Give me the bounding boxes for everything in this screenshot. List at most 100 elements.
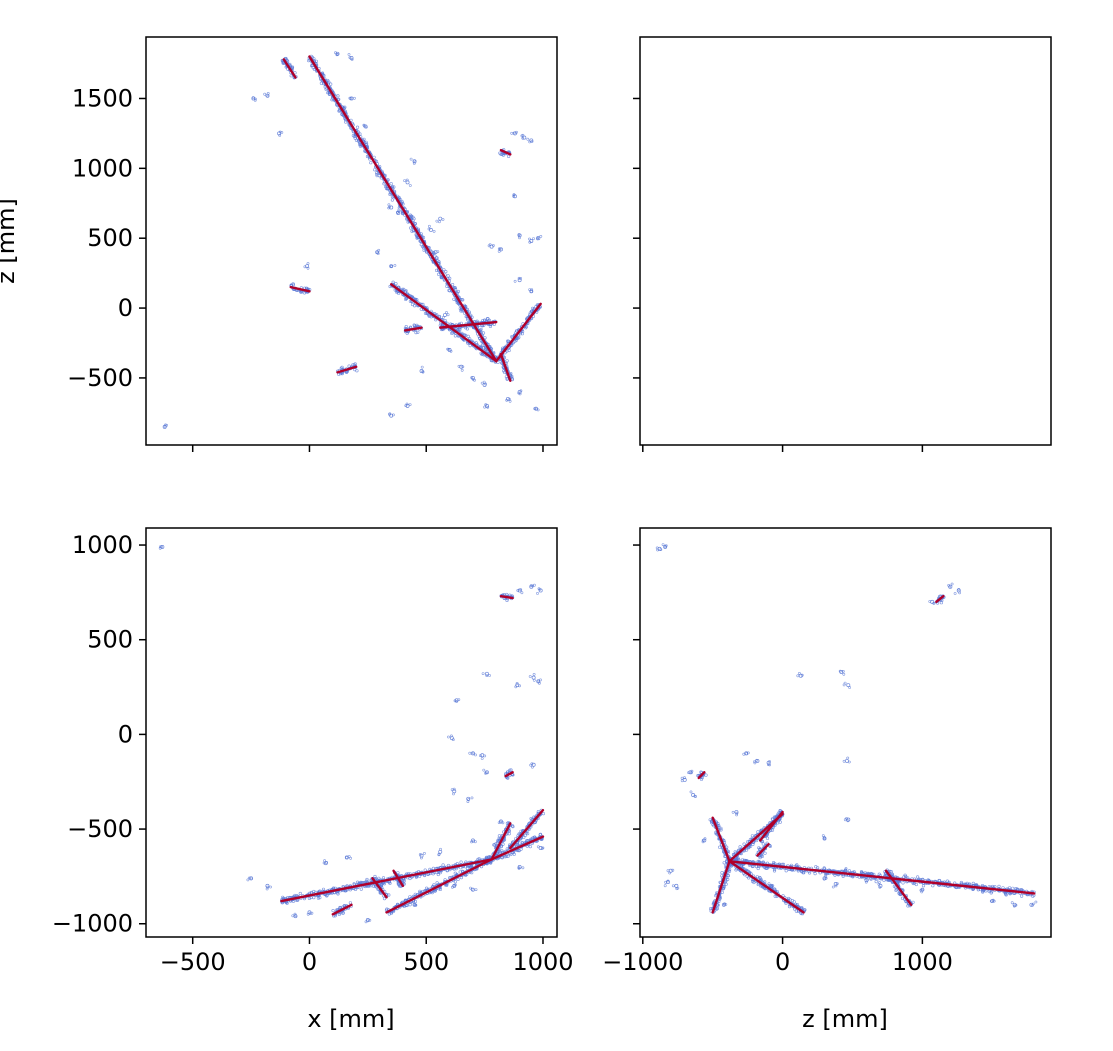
hit-point (1034, 900, 1038, 904)
hit-point (991, 898, 995, 902)
hit-point (291, 914, 295, 918)
hit-point (659, 548, 663, 552)
track-hit (339, 366, 343, 370)
track-hit (460, 298, 464, 302)
hit-point (265, 883, 270, 888)
track-hit (379, 882, 384, 887)
hit-point (536, 592, 539, 595)
track-hit (444, 270, 448, 274)
hit-point (470, 376, 474, 380)
track-hit (408, 903, 412, 907)
plot-area (640, 37, 1051, 445)
hit-point (505, 398, 509, 402)
hit-point (263, 92, 267, 96)
track-hit (411, 295, 415, 299)
x-tick-label: −500 (160, 948, 226, 976)
y-tick-label: 1000 (72, 154, 133, 182)
track-hit (333, 914, 337, 918)
hit-point (388, 412, 391, 416)
track (331, 903, 353, 916)
hit-point (414, 903, 418, 907)
hit-point (541, 846, 545, 850)
hit-point (767, 882, 771, 886)
hit-point (671, 868, 675, 872)
track-hit (699, 770, 703, 774)
track-hit (342, 903, 347, 908)
hit-point (735, 811, 739, 815)
hit-point (517, 233, 521, 237)
track-hit (464, 333, 468, 337)
track-hit (453, 880, 457, 884)
hit-point (833, 882, 838, 886)
hit-point (497, 249, 501, 253)
hit-point (932, 601, 936, 605)
hit-point (722, 902, 726, 906)
track-hit (402, 904, 406, 909)
track-hit (528, 844, 532, 849)
hit-point (310, 911, 314, 915)
track-hit (298, 891, 302, 896)
hit-point (437, 853, 441, 857)
track-hit (904, 874, 908, 879)
track-hit (438, 314, 442, 319)
track-hit (744, 848, 749, 852)
track (389, 283, 498, 363)
track-hit (510, 824, 515, 828)
hit-point (838, 669, 842, 673)
track (728, 860, 1036, 895)
hit-point (735, 813, 739, 817)
track (935, 594, 945, 604)
y-tick-label: 0 (118, 294, 133, 322)
hit-point (468, 751, 472, 755)
hit-point (481, 672, 485, 676)
track-hit (281, 895, 285, 899)
hit-point (158, 546, 162, 550)
track-hit (402, 877, 406, 881)
track-hit (404, 289, 408, 293)
hit-point (950, 582, 954, 586)
track-hit (520, 332, 524, 336)
hit-point (420, 365, 424, 369)
track-hit (324, 87, 328, 91)
track-hit (523, 833, 527, 838)
hit-point (422, 852, 426, 855)
hit-point (768, 763, 772, 767)
hit-point (253, 99, 257, 102)
track-hit (431, 872, 435, 876)
hit-point (473, 840, 477, 844)
hit-point (450, 788, 454, 792)
hit-point (796, 674, 800, 678)
x-axis: −500 0 500 1000 (160, 937, 574, 976)
hit-point (668, 871, 672, 875)
track-hit (337, 109, 341, 113)
hit-point (517, 391, 521, 395)
hit-point (364, 920, 368, 924)
track-hit (316, 896, 321, 900)
hit-point (1031, 903, 1034, 907)
track-hit (307, 896, 312, 901)
track-layer (280, 594, 545, 916)
hit-point (528, 140, 532, 144)
track (499, 148, 512, 156)
track-hit (488, 324, 493, 329)
track-hit (416, 227, 420, 231)
hit-point (409, 157, 413, 161)
hit-point (470, 796, 474, 800)
hit-point (519, 588, 523, 592)
track-hit (392, 185, 396, 189)
track-hit (815, 866, 820, 870)
track-hit (413, 892, 417, 896)
hit-point (842, 672, 846, 676)
hit-point (365, 918, 370, 922)
track-hit (330, 98, 334, 102)
track-hit (382, 896, 387, 901)
track-hit (722, 861, 726, 865)
hit-point (497, 247, 501, 251)
track-hit (759, 853, 763, 857)
hit-point (306, 266, 310, 270)
track-hit (778, 808, 782, 813)
track (308, 55, 498, 363)
track-hit (726, 877, 730, 882)
hit-point (405, 180, 410, 185)
